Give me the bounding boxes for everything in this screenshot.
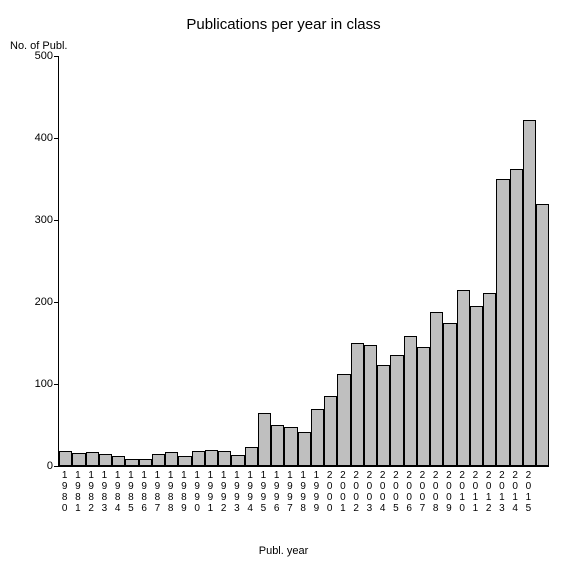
x-tick-label: 1983 (98, 470, 111, 514)
bar (218, 451, 231, 466)
x-tick-label: 2006 (403, 470, 416, 514)
bar (443, 323, 456, 467)
bar (457, 290, 470, 466)
x-tick-label: 1989 (177, 470, 190, 514)
bar (510, 169, 523, 466)
y-tick-label: 400 (35, 132, 53, 144)
x-tick-label: 1990 (191, 470, 204, 514)
x-tick-label: 1992 (217, 470, 230, 514)
x-tick-label: 2014 (509, 470, 522, 514)
bar (364, 345, 377, 466)
bar (470, 306, 483, 466)
bar (390, 355, 403, 466)
x-tick-label: 1993 (230, 470, 243, 514)
x-tick-label: 1980 (58, 470, 71, 514)
bar (72, 453, 85, 466)
bar (231, 455, 244, 466)
x-tick-label: 1991 (204, 470, 217, 514)
bar (86, 452, 99, 466)
x-tick-label: 1987 (151, 470, 164, 514)
x-tick-label: 1999 (310, 470, 323, 514)
bar (337, 374, 350, 466)
x-tick-label: 2001 (336, 470, 349, 514)
x-tick-labels: 1980198119821983198419851986198719881989… (58, 470, 548, 514)
x-tick-label: 2002 (350, 470, 363, 514)
bar (483, 293, 496, 466)
bar (417, 347, 430, 466)
y-tick-label: 200 (35, 296, 53, 308)
chart-container: Publications per year in class No. of Pu… (0, 0, 567, 567)
bar (258, 413, 271, 466)
bar (245, 447, 258, 466)
x-tick-label: 2000 (323, 470, 336, 514)
bar (377, 365, 390, 466)
bar (59, 451, 72, 466)
x-tick-label: 1988 (164, 470, 177, 514)
bars (59, 56, 549, 466)
chart-title: Publications per year in class (0, 16, 567, 33)
bar (112, 456, 125, 466)
x-tick-label: 2010 (456, 470, 469, 514)
bar (165, 452, 178, 466)
x-tick-label: 2005 (389, 470, 402, 514)
bar (311, 409, 324, 466)
x-tick-label: 1985 (124, 470, 137, 514)
x-tick-label: 1997 (283, 470, 296, 514)
bar (523, 120, 536, 466)
y-tick-label: 100 (35, 378, 53, 390)
bar (205, 450, 218, 466)
y-tick-label: 300 (35, 214, 53, 226)
bar (284, 427, 297, 466)
bar (271, 425, 284, 466)
x-tick-label: 1981 (71, 470, 84, 514)
x-tick-label: 1994 (244, 470, 257, 514)
x-tick-label: 2004 (376, 470, 389, 514)
x-tick-label (535, 470, 548, 514)
y-tick-label: 0 (47, 460, 53, 472)
bar (152, 454, 165, 466)
x-tick-label: 2015 (522, 470, 535, 514)
x-tick-label: 1998 (297, 470, 310, 514)
bar (192, 451, 205, 466)
x-tick-label: 2013 (495, 470, 508, 514)
bar (536, 204, 549, 466)
x-tick-label: 1982 (85, 470, 98, 514)
x-tick-label: 1995 (257, 470, 270, 514)
bar (178, 456, 191, 466)
x-tick-label: 2012 (482, 470, 495, 514)
x-tick-label: 1986 (138, 470, 151, 514)
x-tick-label: 2008 (429, 470, 442, 514)
bar (324, 396, 337, 466)
bar (125, 459, 138, 466)
x-tick-label: 2007 (416, 470, 429, 514)
bar (99, 454, 112, 466)
bar (496, 179, 509, 466)
bar (139, 459, 152, 466)
x-tick-label: 2009 (442, 470, 455, 514)
x-axis-label: Publ. year (0, 545, 567, 557)
plot-area (58, 56, 549, 467)
x-tick-label: 1984 (111, 470, 124, 514)
x-tick-label: 2011 (469, 470, 482, 514)
x-tick-label: 2003 (363, 470, 376, 514)
bar (298, 432, 311, 466)
bar (404, 336, 417, 466)
x-tick-label: 1996 (270, 470, 283, 514)
bar (351, 343, 364, 466)
y-tick-label: 500 (35, 50, 53, 62)
bar (430, 312, 443, 466)
